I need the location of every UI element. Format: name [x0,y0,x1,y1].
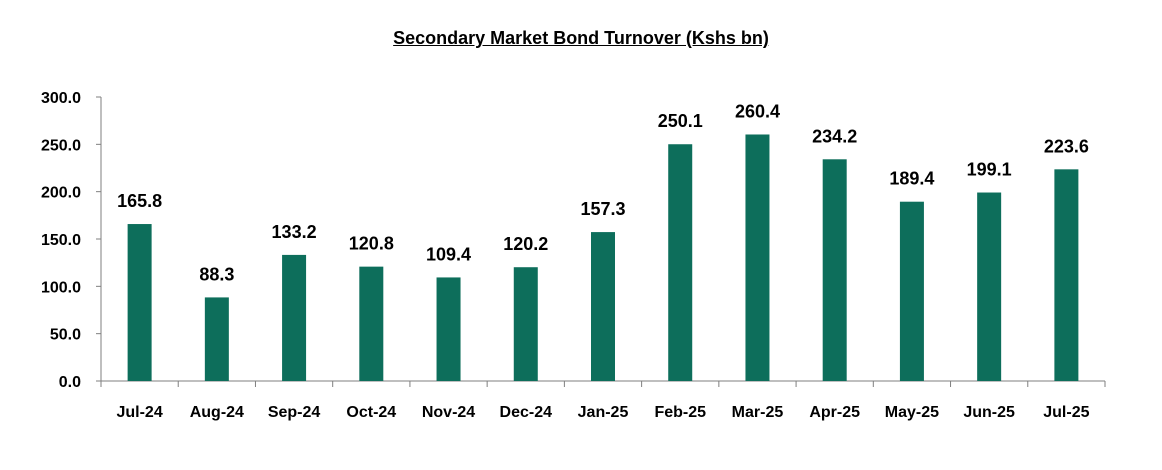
bar [436,277,461,381]
data-label: 234.2 [812,126,857,146]
x-tick-label: Aug-24 [190,404,244,421]
bar [204,297,229,381]
x-tick-label: Mar-25 [732,404,784,421]
bar [591,232,615,381]
bar [668,144,693,381]
y-tick-label: 200.0 [41,185,81,202]
bar [282,254,307,381]
bar [899,201,924,381]
bar [1054,169,1079,381]
data-label: 199.1 [967,160,1012,180]
chart-title: Secondary Market Bond Turnover (Kshs bn) [393,28,769,48]
y-tick-label: 100.0 [41,279,81,296]
y-tick-label: 250.0 [41,137,81,154]
y-tick-label: 300.0 [41,90,81,107]
bar [127,224,152,381]
bar [745,134,770,381]
data-label: 250.1 [658,111,703,131]
data-label: 88.3 [199,264,234,284]
x-tick-label: Oct-24 [346,404,396,421]
x-tick-label: Jul-25 [1043,404,1089,421]
x-tick-label: Sep-24 [268,404,321,421]
data-label: 260.4 [735,101,780,121]
x-tick-label: Jul-24 [116,404,162,421]
x-tick-label: Feb-25 [654,404,706,421]
data-label: 165.8 [117,191,162,211]
data-label: 133.2 [272,222,317,242]
y-tick-label: 50.0 [50,327,81,344]
x-tick-label: Jun-25 [963,404,1015,421]
x-tick-label: Jan-25 [578,404,629,421]
bar [977,192,1002,381]
x-tick-label: May-25 [885,404,939,421]
x-tick-label: Apr-25 [809,404,860,421]
y-tick-label: 0.0 [59,374,81,391]
data-label: 120.2 [503,234,548,254]
data-label: 223.6 [1044,136,1089,156]
data-label: 109.4 [426,244,471,264]
x-tick-label: Dec-24 [500,404,553,421]
bar [513,267,538,381]
bar [822,159,847,381]
y-tick-label: 150.0 [41,232,81,249]
data-label: 157.3 [580,199,625,219]
x-tick-label: Nov-24 [422,404,475,421]
bar [359,266,384,381]
data-label: 189.4 [889,169,934,189]
data-label: 120.8 [349,234,394,254]
